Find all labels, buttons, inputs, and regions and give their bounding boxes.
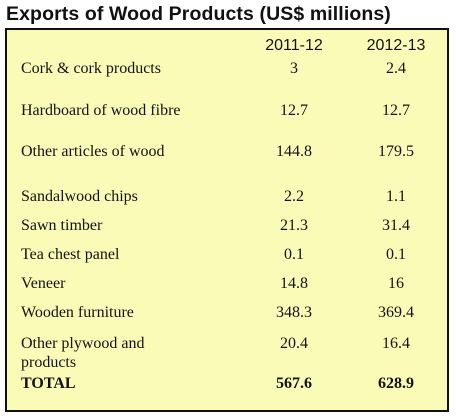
cell-veneer-2011-12: 14.8 <box>280 275 308 292</box>
cell-tea-chest-2012-13: 0.1 <box>386 246 406 263</box>
column-header-2012-13: 2012-13 <box>366 37 426 54</box>
cell-hardboard-2011-12: 12.7 <box>280 102 308 119</box>
table-title: Exports of Wood Products (US$ millions) <box>6 3 391 25</box>
row-label-other-plywood-line1: Other plywood and <box>21 335 145 352</box>
exports-table: 2011-12 2012-13 Cork & cork products 3 2… <box>5 28 449 412</box>
row-label-sandalwood: Sandalwood chips <box>21 188 138 205</box>
total-2011-12: 567.6 <box>276 375 312 392</box>
column-header-2011-12: 2011-12 <box>265 37 323 54</box>
cell-sandalwood-2012-13: 1.1 <box>386 188 406 205</box>
cell-other-articles-2011-12: 144.8 <box>276 143 312 160</box>
cell-sawn-timber-2012-13: 31.4 <box>382 217 410 234</box>
row-label-other-articles: Other articles of wood <box>21 143 165 160</box>
cell-wooden-furniture-2012-13: 369.4 <box>378 304 414 321</box>
row-label-veneer: Veneer <box>21 275 66 292</box>
cell-cork-2011-12: 3 <box>290 60 298 77</box>
cell-hardboard-2012-13: 12.7 <box>382 102 410 119</box>
total-label: TOTAL <box>21 375 76 392</box>
cell-sawn-timber-2011-12: 21.3 <box>280 217 308 234</box>
row-label-sawn-timber: Sawn timber <box>21 217 103 234</box>
cell-tea-chest-2011-12: 0.1 <box>284 246 304 263</box>
cell-other-articles-2012-13: 179.5 <box>378 143 414 160</box>
total-2012-13: 628.9 <box>378 375 414 392</box>
cell-other-plywood-2011-12: 20.4 <box>280 335 308 352</box>
row-label-other-plywood-line2: products <box>21 354 77 371</box>
cell-cork-2012-13: 2.4 <box>386 60 406 77</box>
row-label-hardboard: Hardboard of wood fibre <box>21 102 181 119</box>
cell-sandalwood-2011-12: 2.2 <box>284 188 304 205</box>
row-label-cork: Cork & cork products <box>21 60 161 77</box>
row-label-tea-chest: Tea chest panel <box>21 246 120 263</box>
cell-veneer-2012-13: 16 <box>388 275 404 292</box>
cell-wooden-furniture-2011-12: 348.3 <box>276 304 312 321</box>
cell-other-plywood-2012-13: 16.4 <box>382 335 410 352</box>
row-label-wooden-furniture: Wooden furniture <box>21 304 134 321</box>
